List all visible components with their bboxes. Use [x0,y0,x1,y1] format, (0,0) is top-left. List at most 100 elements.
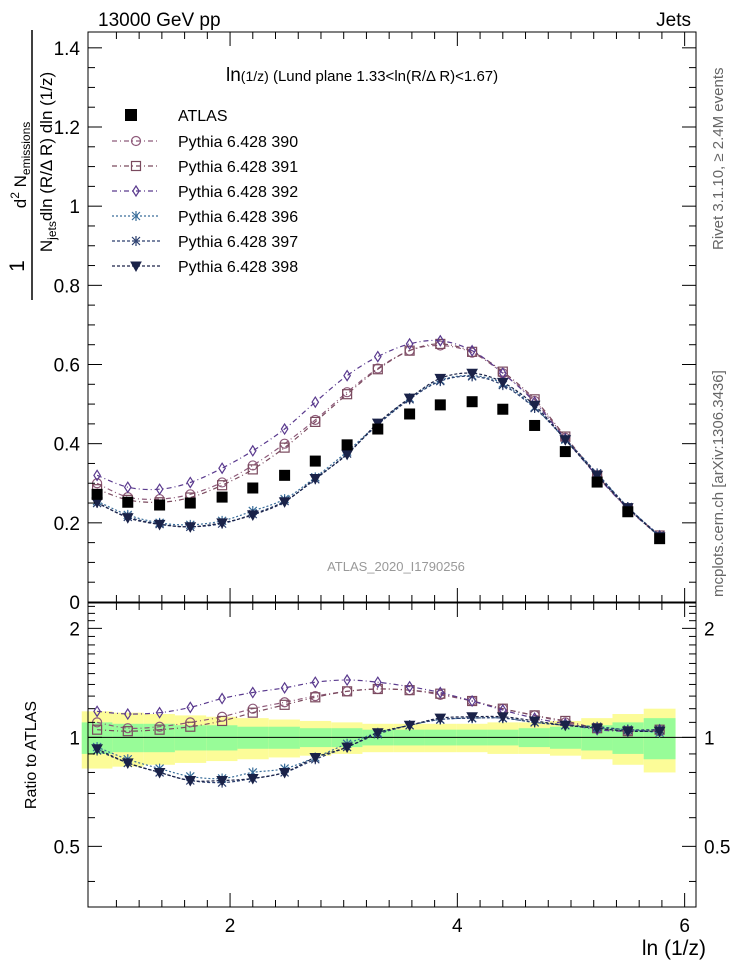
main-ytick-label: 1 [69,197,80,218]
ratio-uncertainty-bands [81,708,676,773]
main-series-line [96,374,661,538]
main-y-axis-label: 1 d2 Nemissions Njetsdln (R/Δ R) dln (1/… [6,30,59,300]
ratio-series-6 [91,712,666,787]
ratio-series-point [496,712,509,723]
main-series-point [153,519,166,531]
main-series-point [247,464,258,475]
ratio-ytick-label: 1 [69,728,80,749]
main-series-line [96,339,660,537]
title-ln: ln [226,65,241,86]
atlas-data-point [529,419,541,431]
ratio-xtick-label: 2 [225,916,236,937]
legend-atlas-label: ATLAS [178,108,228,125]
ratio-x-axis: 2 4 6 [115,603,690,937]
ylabel-den-rest: dln (R/Δ R) dln (1/z) [37,72,56,221]
main-series-5 [92,371,665,541]
legend-label: Pythia 6.428 390 [178,134,298,151]
ylabel-num-d: d [11,199,30,208]
ratio-xtick-label: 6 [679,916,690,937]
main-plot-title: ln(1/z) (Lund plane 1.33<ln(R/Δ R)<1.67) [226,65,498,86]
legend-series-entries: Pythia 6.428 390 Pythia 6.428 391 Pythia 6… [112,134,298,276]
ratio-ytick-label: 2 [69,619,80,640]
analysis-watermark: ATLAS_2020_I1790256 [327,559,465,574]
main-series-point [279,442,290,453]
ylabel-num-sub: emissions [19,122,33,175]
atlas-data-point [497,403,509,415]
legend-label: Pythia 6.428 396 [178,209,298,226]
main-series-point [217,480,228,491]
main-ytick-label: 0 [69,593,80,614]
main-series-point [435,338,446,350]
ratio-series-point [559,720,572,732]
legend-marker [132,184,140,198]
ratio-series-point [403,720,416,732]
main-panel: 0 0.2 0.4 0.6 0.8 1 1.2 1.4 ln(1/z) (Lund plane… [6,30,697,614]
atlas-data-point [341,439,353,451]
main-series-point [403,393,416,405]
ratio-series-point [155,706,164,719]
main-series-line [96,372,661,538]
atlas-data-point [154,499,166,511]
main-series-point [186,476,195,489]
atlas-data-point [247,482,259,494]
ylabel-njets-sub: jets [45,221,59,241]
ratio-ytick-label-right: 0.5 [704,837,730,858]
main-series-1 [91,340,665,542]
ratio-series-point [184,776,197,787]
main-ytick-label: 0.4 [54,435,81,456]
ratio-series-point [122,726,133,737]
main-series-point [216,518,228,529]
ratio-series-point [246,773,259,785]
main-ytick-label: 0.8 [54,276,80,297]
ratio-series-point [341,742,353,754]
main-series-point [436,334,445,347]
ratio-series-point [404,685,415,696]
ylabel-denominator: Njetsdln (R/Δ R) dln (1/z) [37,72,59,252]
ratio-series-point [278,767,291,779]
main-series-point [591,470,603,482]
main-series-point [155,483,164,496]
legend-atlas-marker [125,109,137,121]
main-series-point [184,522,197,533]
main-series-point [121,513,134,524]
atlas-data-point [216,491,228,503]
main-series-point [342,389,353,400]
main-series-point [280,422,289,436]
ratio-ytick-label-right: 1 [704,728,715,749]
atlas-data-point [559,446,571,458]
ratio-series-point [280,681,289,694]
atlas-data-point [279,469,291,481]
ratio-series-point [528,716,541,727]
main-series-point [93,469,102,482]
ylabel-num-n: N [11,175,30,192]
main-ytick-label: 1.4 [54,39,81,60]
main-series-line [96,375,660,536]
ratio-series-point [93,705,102,718]
main-series-point [343,369,352,382]
main-series-point [309,474,322,485]
main-y-axis: 0 0.2 0.4 0.6 0.8 1 1.2 1.4 [54,39,696,614]
legend-label: Pythia 6.428 392 [178,184,298,201]
legend-label: Pythia 6.428 397 [178,234,298,251]
ratio-series-point [621,726,634,738]
main-series-point [278,497,291,508]
main-series-2 [91,338,665,541]
legend-marker [131,211,141,221]
ratio-series-point [123,707,132,721]
atlas-data-point [622,506,634,518]
ratio-series-point [248,686,257,699]
main-series-point [123,481,132,494]
header-energy-label: 13000 GeV pp [98,10,221,31]
ratio-ytick-label-right: 2 [704,619,715,640]
ratio-series-point [186,701,195,714]
ylabel-njets: N [37,240,56,252]
main-series-3 [93,334,664,543]
ylabel-num-sup: 2 [8,192,22,199]
ratio-series-point [373,676,382,689]
mcplots-reference-label: mcplots.cern.ch [arXiv:1306.3436] [710,370,727,597]
legend-marker [130,261,142,273]
main-series-point [466,368,478,380]
legend-marker [130,135,142,147]
ratio-ytick-label: 0.5 [54,837,80,858]
